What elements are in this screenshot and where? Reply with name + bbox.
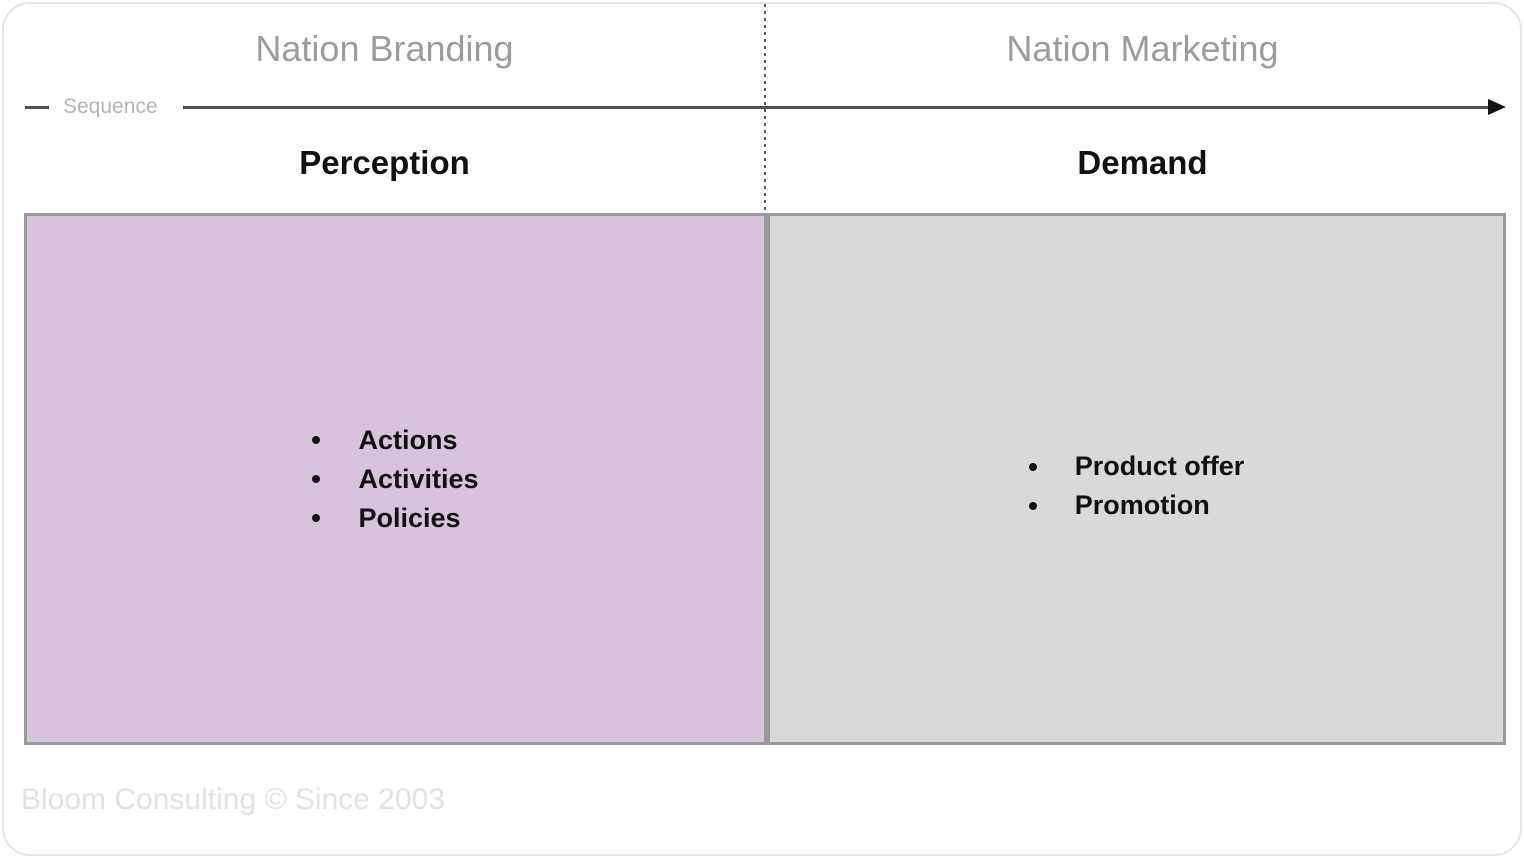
list-item: Activities	[312, 460, 479, 499]
column-titles-row: Nation Branding Nation Marketing	[4, 28, 1520, 70]
column-subtitles-row: Perception Demand	[4, 144, 1520, 182]
bullet-icon	[312, 436, 321, 444]
sequence-leading-dash	[25, 106, 49, 109]
subtitle-perception: Perception	[299, 144, 470, 181]
copyright-footer: Bloom Consulting © Since 2003	[21, 783, 446, 816]
bullet-icon	[1028, 501, 1037, 510]
perception-bullet-list: Actions Activities Policies	[312, 421, 479, 538]
subtitle-demand: Demand	[1077, 144, 1208, 181]
list-item-label: Activities	[358, 463, 479, 494]
list-item: Actions	[312, 421, 478, 460]
demand-box: Product offer Promotion	[767, 213, 1506, 745]
perception-box: Actions Activities Policies	[24, 213, 767, 745]
sequence-arrow-line	[183, 106, 1490, 109]
list-item: Policies	[312, 499, 478, 538]
bullet-icon	[312, 475, 321, 483]
bullet-icon	[312, 514, 321, 522]
list-item-label: Actions	[358, 424, 458, 455]
list-item-label: Promotion	[1074, 490, 1210, 520]
title-nation-branding: Nation Branding	[255, 28, 514, 69]
demand-bullet-list: Product offer Promotion	[1028, 447, 1245, 525]
list-item: Product offer	[1028, 447, 1245, 486]
list-item-label: Product offer	[1074, 451, 1245, 481]
title-nation-marketing: Nation Marketing	[1006, 28, 1279, 69]
list-item: Promotion	[1028, 486, 1245, 525]
arrow-right-icon	[1488, 99, 1506, 115]
list-item-label: Policies	[358, 502, 461, 533]
bullet-icon	[1028, 462, 1037, 471]
sequence-label: Sequence	[63, 95, 158, 118]
